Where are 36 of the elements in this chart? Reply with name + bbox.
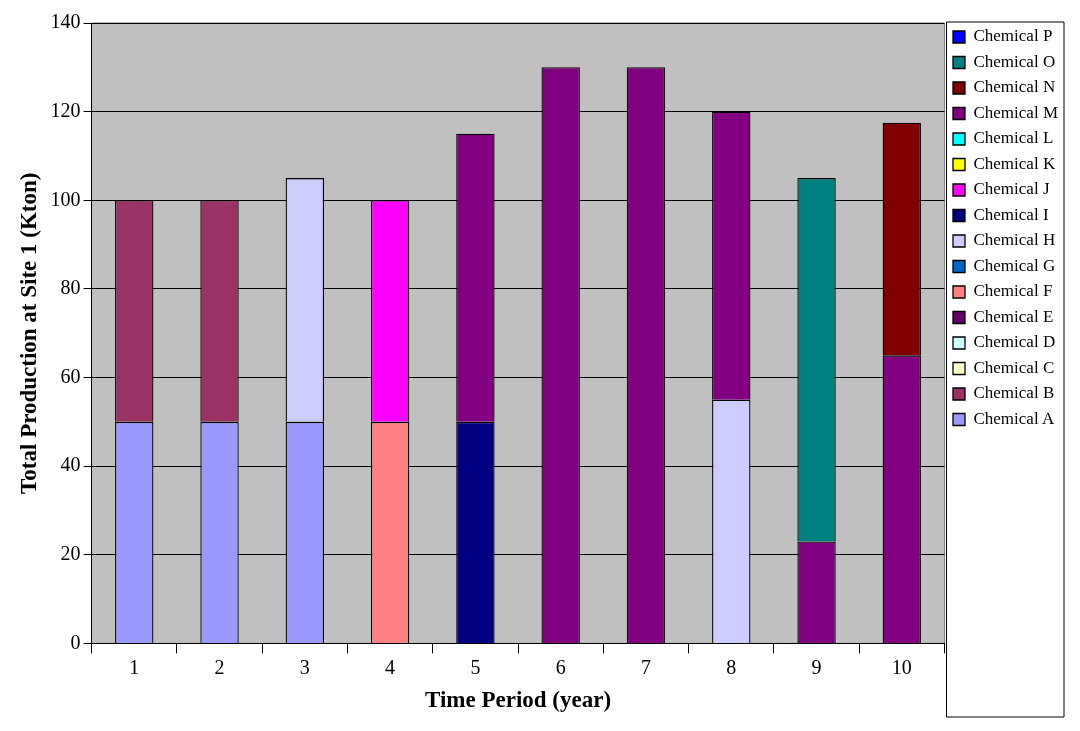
legend-label: Chemical B [973, 383, 1055, 403]
legend-label: Chemical D [973, 332, 1056, 352]
x-tick-label: 3 [299, 655, 310, 678]
y-tick-label: 120 [50, 98, 81, 121]
x-tick-label: 4 [385, 655, 396, 678]
legend-label: Chemical M [973, 102, 1059, 122]
y-tick-label: 20 [60, 542, 81, 565]
legend-label: Chemical A [973, 408, 1055, 428]
legend-label: Chemical G [973, 255, 1056, 275]
legend-label: Chemical H [973, 230, 1056, 250]
legend-label: Chemical J [973, 179, 1050, 199]
y-axis-title: Total Production at Site 1 (Kton) [15, 172, 41, 494]
y-tick-label: 40 [60, 453, 81, 476]
y-tick-label: 0 [70, 630, 81, 653]
x-tick-label: 8 [726, 655, 737, 678]
x-tick-label: 7 [640, 655, 651, 678]
x-tick-label: 6 [555, 655, 566, 678]
legend-label: Chemical O [973, 51, 1056, 71]
x-axis-title: Time Period (year) [425, 687, 612, 713]
y-tick-label: 80 [60, 276, 81, 299]
y-tick-label: 60 [60, 364, 81, 387]
legend-label: Chemical N [973, 77, 1056, 97]
legend-label: Chemical I [973, 204, 1049, 224]
legend-label: Chemical P [973, 26, 1053, 46]
x-tick-label: 10 [891, 655, 912, 678]
y-tick-label: 140 [50, 10, 81, 33]
x-tick-label: 9 [811, 655, 822, 678]
legend-label: Chemical K [973, 153, 1056, 173]
legend-label: Chemical L [973, 128, 1054, 148]
legend-label: Chemical F [973, 281, 1053, 301]
legend-label: Chemical E [973, 306, 1054, 326]
legend-label: Chemical C [973, 357, 1055, 377]
x-tick-label: 2 [214, 655, 225, 678]
y-tick-label: 100 [50, 187, 81, 210]
x-tick-label: 1 [129, 655, 140, 678]
x-tick-label: 5 [470, 655, 481, 678]
